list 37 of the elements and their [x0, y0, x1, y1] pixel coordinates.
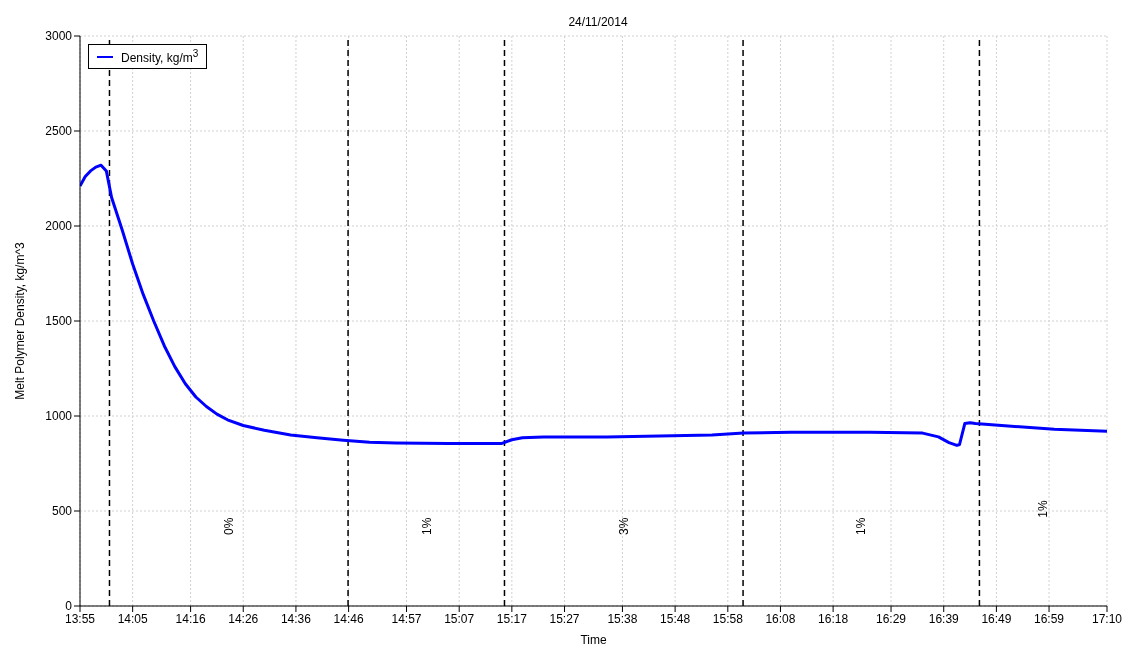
line-series — [80, 163, 1107, 447]
x-tick-label: 13:55 — [64, 611, 96, 626]
x-tick-label: 14:16 — [175, 611, 206, 626]
legend-label: Density, kg/m$^{3}$ — [121, 48, 199, 65]
y-tick-label: 3000 — [45, 29, 73, 44]
x-tick-label: 16:29 — [876, 611, 907, 626]
x-tick-label: 16:08 — [765, 611, 796, 626]
annotation: 1% — [1036, 500, 1051, 518]
y-tick-label: 2500 — [45, 124, 73, 139]
x-tick-label: 15:58 — [712, 611, 744, 626]
x-tick-label: 15:07 — [444, 611, 475, 626]
x-tick-label: 14:36 — [280, 611, 312, 626]
x-tick-label: 14:26 — [228, 611, 259, 626]
x-tick-label: 16:59 — [1034, 611, 1065, 626]
y-tick-label: 500 — [51, 504, 73, 519]
y-tick-label: 0 — [65, 599, 73, 614]
x-tick-label: 15:38 — [607, 611, 638, 626]
x-tick-label: 14:57 — [391, 611, 422, 626]
x-tick-label: 14:46 — [333, 611, 364, 626]
x-axis-title: Time — [580, 633, 607, 647]
x-tick-label: 17:10 — [1091, 611, 1123, 626]
annotation: 3% — [617, 517, 632, 535]
y-tick-label: 1500 — [45, 314, 73, 329]
annotation: 1% — [419, 517, 434, 535]
y-tick-label: 2000 — [45, 219, 73, 234]
annotation: 0% — [222, 517, 237, 535]
x-tick-label: 16:39 — [928, 611, 960, 626]
x-tick-label: 15:48 — [660, 611, 691, 626]
chart-title: 24/11/2014 — [568, 15, 628, 29]
y-axis-title: Melt Polymer Density, kg/m^3 — [13, 241, 28, 400]
x-tick-label: 15:27 — [549, 611, 580, 626]
annotation: 1% — [854, 517, 869, 535]
x-tick-label: 16:18 — [818, 611, 849, 626]
x-tick-label: 16:49 — [981, 611, 1012, 626]
x-tick-label: 15:17 — [496, 611, 528, 626]
y-tick-label: 1000 — [45, 409, 73, 424]
x-tick-label: 14:05 — [117, 611, 148, 626]
